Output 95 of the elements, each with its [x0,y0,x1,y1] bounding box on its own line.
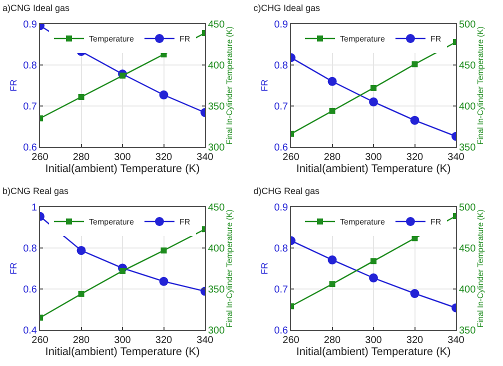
x-tick-label: 260 [32,335,49,346]
y2-tick-label: 450 [208,20,226,30]
point [328,255,337,264]
point [159,90,168,100]
point [370,84,376,91]
x-tick-label: 320 [406,152,424,163]
legend-label: Temperature [89,218,134,227]
y2-tick-label: 350 [459,326,476,336]
y2-axis-title: Final In-Cylinder Temperature (K) [225,26,234,145]
y-tick-label: 0.7 [23,102,38,112]
y-tick-label: 0.9 [274,20,288,30]
x-tick-label: 280 [324,152,342,163]
y-tick-label: 0.4 [23,326,38,336]
y2-tick-label: 350 [459,142,476,154]
y2-axis-title: Final In-Cylinder Temperature (K) [476,209,486,328]
y-tick-label: 0.8 [274,244,288,254]
y2-tick-label: 300 [208,142,226,154]
y2-axis-title: Final In-Cylinder Temperature (K) [476,26,486,145]
x-axis-title: Initial(ambient) Temperature (K) [296,163,451,176]
y-axis-title: FR [8,79,18,92]
x-axis-title: Initial(ambient) Temperature (K) [296,346,451,358]
point [120,72,126,79]
legend-label: Temperature [340,218,386,227]
y2-tick-label: 350 [208,102,226,112]
point [78,94,84,100]
point [410,116,420,125]
y-tick-label: 0.7 [274,284,288,296]
y2-tick-label: 350 [208,284,226,296]
x-axis-title: Initial(ambient) Temperature (K) [45,163,200,176]
point [410,289,420,298]
y-tick-label: 0.9 [23,20,38,30]
x-tick-label: 340 [448,335,465,346]
x-tick-label: 300 [365,335,382,346]
y2-tick-label: 400 [208,60,226,72]
x-tick-label: 320 [406,335,424,346]
y-axis-title: FR [259,79,270,92]
y2-tick-label: 500 [459,202,476,214]
point [159,276,168,286]
y-axis-title: FR [259,262,270,274]
point [369,97,378,106]
x-tick-label: 280 [72,335,90,346]
y-tick-label: 0.8 [274,60,288,72]
legend-label: FR [179,218,190,227]
x-tick-label: 260 [32,152,49,163]
x-tick-label: 300 [114,335,132,346]
x-tick-label: 260 [282,152,300,163]
y-tick-label: 0.6 [23,284,38,296]
x-tick-label: 340 [196,152,214,163]
y2-axis-title: Final In-Cylinder Temperature (K) [225,209,234,328]
point [329,281,336,288]
point [120,268,126,274]
y-tick-label: 1 [31,202,38,214]
point [76,246,86,255]
y2-tick-label: 500 [459,20,476,30]
point [370,258,376,264]
x-tick-label: 300 [365,152,382,163]
chart-title: c)CHG Ideal gas [254,2,321,13]
point [412,61,418,68]
y-tick-label: 0.7 [274,102,288,112]
y2-tick-label: 450 [208,202,226,214]
x-tick-label: 300 [114,152,132,163]
x-tick-label: 260 [282,335,300,346]
point [160,247,167,254]
point [328,76,337,86]
x-tick-label: 280 [324,335,342,346]
chart-title: d)CHG Real gas [254,186,320,196]
y2-tick-label: 450 [459,60,476,72]
y-tick-label: 0.6 [274,326,288,336]
y-tick-label: 0.8 [23,244,38,254]
legend-label: Temperature [89,34,134,44]
x-tick-label: 280 [72,152,90,163]
y2-tick-label: 400 [459,284,476,296]
x-tick-label: 340 [196,335,214,346]
point [369,273,378,282]
point [329,108,336,114]
y2-tick-label: 450 [459,244,476,254]
x-tick-label: 320 [155,335,173,346]
x-tick-label: 320 [155,152,173,163]
y2-tick-label: 400 [208,244,226,254]
chart-title: a)CNG Ideal gas [2,2,70,13]
y2-tick-label: 300 [208,326,226,336]
y-tick-label: 0.6 [23,142,38,154]
x-axis-title: Initial(ambient) Temperature (K) [45,346,200,358]
y-tick-label: 0.6 [274,142,288,154]
legend-label: FR [430,34,442,44]
y-tick-label: 0.8 [23,60,38,72]
y-axis-title: FR [8,262,18,274]
point [78,290,84,297]
y2-tick-label: 400 [459,102,476,112]
legend-label: FR [430,218,442,227]
chart-title: b)CNG Real gas [2,186,70,196]
x-tick-label: 340 [448,152,465,163]
legend-label: FR [179,34,190,44]
y-tick-label: 0.9 [274,202,288,214]
legend-label: Temperature [340,34,386,44]
